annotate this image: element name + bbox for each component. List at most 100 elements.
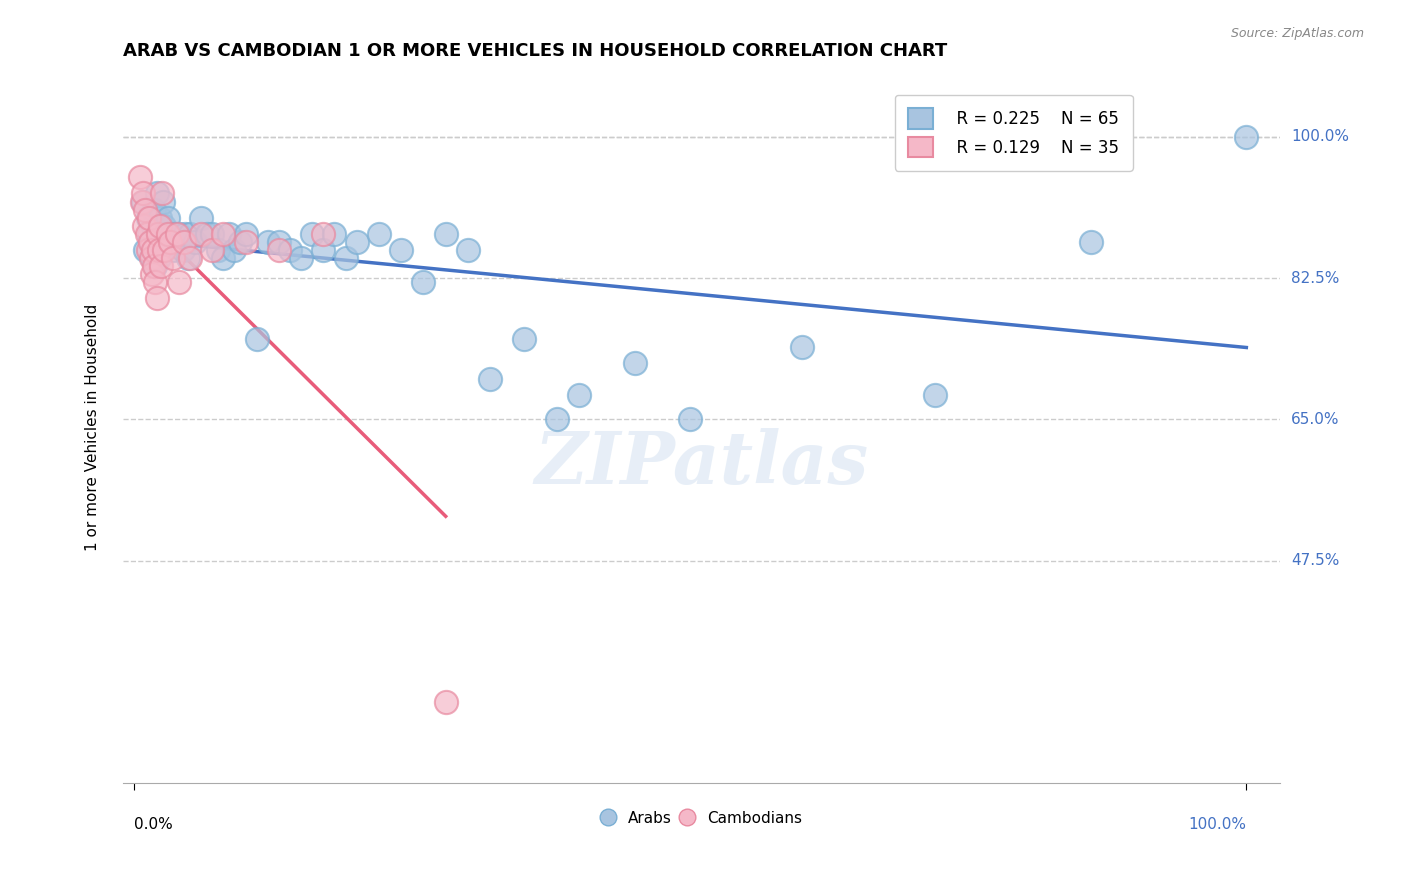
Point [207, 243, 229, 257]
Point [323, 227, 346, 241]
Point [148, 251, 170, 265]
Point [145, 275, 167, 289]
Point [145, 292, 167, 306]
Text: Source: ZipAtlas.com: Source: ZipAtlas.com [1230, 27, 1364, 40]
Legend: Arabs, Cambodians: Arabs, Cambodians [595, 805, 808, 832]
Point [184, 235, 207, 249]
Point [146, 227, 169, 241]
Text: 100.0%: 100.0% [1291, 129, 1348, 145]
Point [139, 235, 162, 249]
Point [138, 211, 160, 225]
Point [150, 186, 173, 201]
Point [170, 235, 193, 249]
Point [177, 251, 200, 265]
Point [143, 202, 166, 217]
Point [166, 227, 188, 241]
Point [156, 227, 179, 241]
Point [346, 235, 368, 249]
Text: 100.0%: 100.0% [1188, 817, 1246, 832]
Point [434, 227, 457, 241]
Point [128, 170, 150, 185]
Point [512, 332, 534, 346]
Point [153, 243, 176, 257]
Point [1080, 235, 1102, 249]
Point [224, 243, 246, 257]
Point [156, 211, 179, 225]
Point [150, 243, 173, 257]
Point [138, 227, 160, 241]
Point [335, 251, 357, 265]
Point [136, 211, 159, 225]
Point [235, 227, 257, 241]
Point [150, 259, 173, 273]
Point [143, 259, 166, 273]
Point [149, 211, 172, 225]
Point [167, 227, 190, 241]
Point [256, 235, 278, 249]
Point [568, 388, 591, 402]
Text: 65.0%: 65.0% [1291, 412, 1340, 427]
Point [1234, 130, 1257, 145]
Point [924, 388, 946, 402]
Point [195, 227, 218, 241]
Point [141, 267, 163, 281]
Point [546, 412, 568, 426]
Point [174, 227, 197, 241]
Point [159, 235, 181, 249]
Point [155, 227, 177, 241]
Point [301, 227, 323, 241]
Point [623, 356, 645, 370]
Text: ARAB VS CAMBODIAN 1 OR MORE VEHICLES IN HOUSEHOLD CORRELATION CHART: ARAB VS CAMBODIAN 1 OR MORE VEHICLES IN … [124, 42, 948, 60]
Point [218, 227, 240, 241]
Text: 0.0%: 0.0% [135, 817, 173, 832]
Point [145, 186, 167, 201]
Point [139, 235, 162, 249]
Point [135, 227, 157, 241]
Text: ZIPatlas: ZIPatlas [534, 427, 869, 499]
Point [312, 243, 335, 257]
Point [149, 219, 172, 233]
Point [179, 227, 201, 241]
Point [146, 227, 169, 241]
Point [152, 194, 174, 209]
Text: 82.5%: 82.5% [1291, 271, 1339, 285]
Point [148, 243, 170, 257]
Point [235, 235, 257, 249]
Point [434, 695, 457, 709]
Point [153, 219, 176, 233]
Point [173, 235, 195, 249]
Point [134, 219, 156, 233]
Point [290, 251, 312, 265]
Point [134, 243, 156, 257]
Point [267, 243, 290, 257]
Point [167, 275, 190, 289]
Point [479, 372, 502, 386]
Point [134, 202, 156, 217]
Point [201, 243, 224, 257]
Text: 47.5%: 47.5% [1291, 553, 1339, 568]
Point [132, 194, 155, 209]
Point [142, 243, 165, 257]
Point [162, 243, 184, 257]
Point [790, 340, 813, 354]
Point [212, 251, 235, 265]
Point [150, 235, 173, 249]
Point [312, 227, 335, 241]
Point [145, 259, 167, 273]
Point [201, 227, 224, 241]
Point [190, 211, 212, 225]
Point [159, 235, 181, 249]
Point [212, 227, 235, 241]
Point [389, 243, 412, 257]
Point [190, 227, 212, 241]
Point [142, 219, 165, 233]
Point [179, 251, 201, 265]
Point [141, 251, 163, 265]
Point [162, 251, 184, 265]
Y-axis label: 1 or more Vehicles in Household: 1 or more Vehicles in Household [86, 304, 100, 551]
Point [166, 235, 188, 249]
Point [132, 186, 155, 201]
Point [368, 227, 391, 241]
Point [131, 194, 153, 209]
Point [139, 251, 162, 265]
